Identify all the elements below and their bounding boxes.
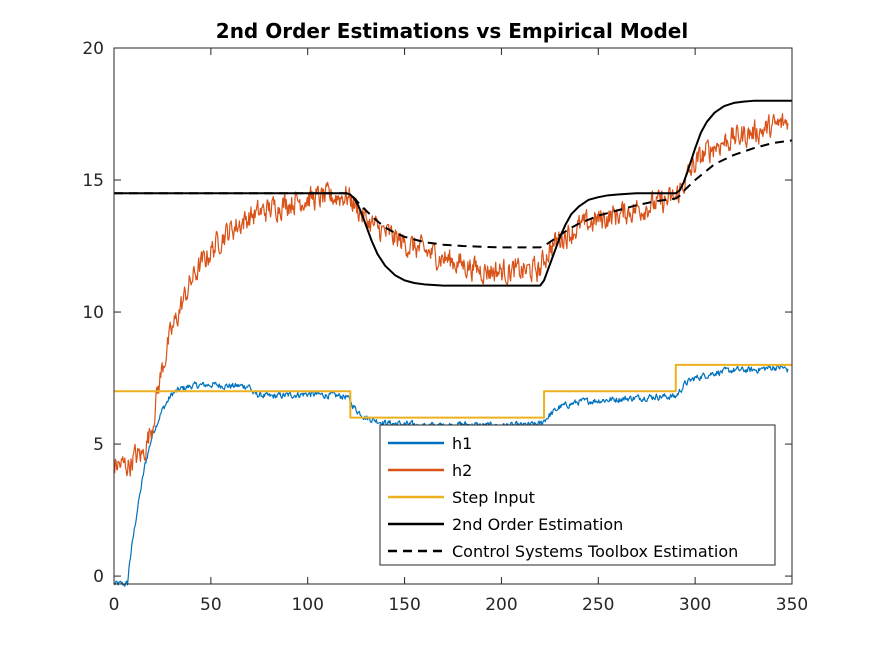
axes-box — [113, 47, 793, 585]
x-tick-label: 50 — [200, 595, 222, 615]
x-tick-label: 250 — [582, 595, 614, 615]
x-tick-label: 350 — [776, 595, 808, 615]
legend-label: Step Input — [452, 488, 535, 507]
legend-label: 2nd Order Estimation — [452, 515, 623, 534]
x-tick-label: 300 — [679, 595, 711, 615]
x-tick-label: 100 — [291, 595, 323, 615]
ticks-layer: 0 50 100 150 200 250 300 350 0 5 10 15 20 — [82, 39, 808, 615]
series-line-control-systems-toolbox-estimation — [114, 139, 793, 249]
legend-box — [379, 424, 776, 566]
x-tick-label: 150 — [388, 595, 420, 615]
y-tick-label: 5 — [93, 435, 104, 455]
legend-label: h2 — [452, 461, 472, 480]
series-line-h2 — [113, 113, 789, 477]
legend-label: h1 — [452, 434, 472, 453]
y-tick-label: 20 — [82, 39, 104, 59]
series-line-2nd-order-estimation — [114, 99, 792, 287]
legend-label: Control Systems Toolbox Estimation — [452, 542, 738, 561]
legend-items: h1 h2 Step Input 2nd Order Estimation Contro… — [388, 434, 738, 561]
series-line-step-input — [114, 363, 792, 419]
x-tick-label: 0 — [109, 595, 120, 615]
legend: h1 h2 Step Input 2nd Order Estimation Contro… — [379, 424, 776, 566]
y-tick-label: 15 — [82, 171, 104, 191]
x-tick-label: 200 — [485, 595, 517, 615]
y-tick-label: 0 — [93, 567, 104, 587]
chart-title: 2nd Order Estimations vs Empirical Model — [216, 19, 688, 43]
y-tick-label: 10 — [82, 303, 104, 323]
